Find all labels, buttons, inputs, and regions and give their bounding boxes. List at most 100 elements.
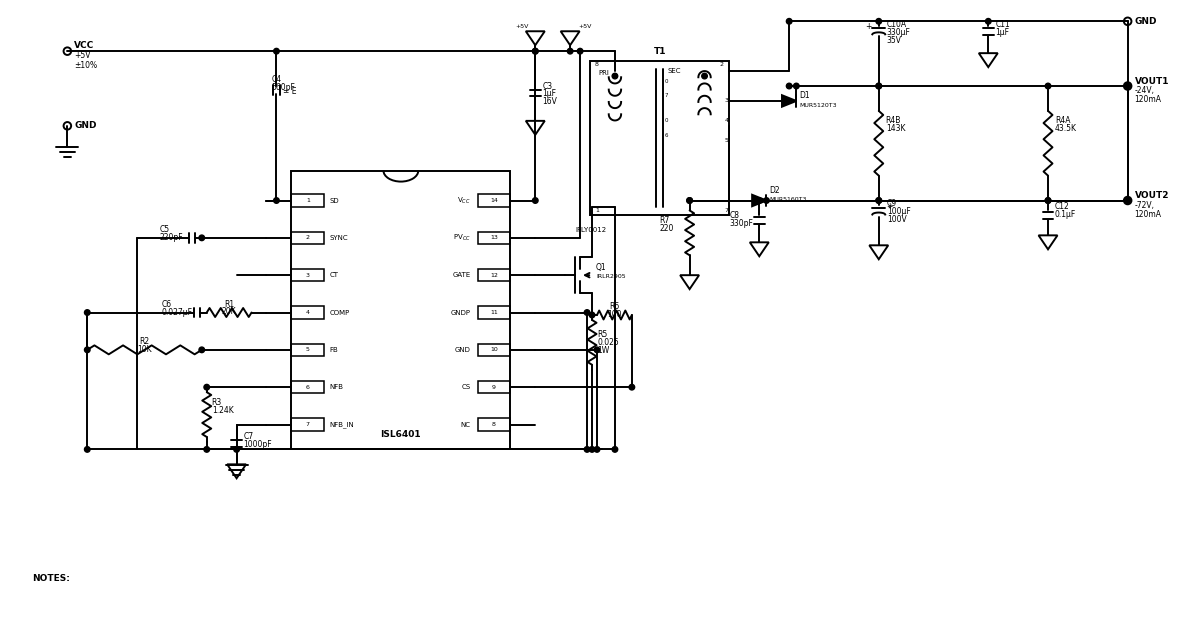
Text: 35V: 35V: [887, 36, 901, 45]
Text: +5V: +5V: [74, 50, 91, 60]
Circle shape: [533, 49, 538, 54]
Text: 1.24K: 1.24K: [211, 406, 234, 415]
Text: R4B: R4B: [886, 117, 901, 125]
Circle shape: [786, 18, 792, 24]
Circle shape: [876, 18, 882, 24]
Bar: [292, 194, 324, 207]
Circle shape: [84, 347, 90, 353]
Circle shape: [274, 49, 280, 54]
Text: 100: 100: [607, 310, 622, 319]
Text: Q1: Q1: [596, 263, 607, 272]
Bar: [478, 232, 510, 244]
Text: R6: R6: [610, 302, 619, 311]
Circle shape: [876, 198, 882, 203]
Text: T1: T1: [654, 47, 666, 55]
Text: CT: CT: [329, 272, 338, 278]
Text: C10A: C10A: [887, 20, 907, 29]
Circle shape: [1124, 83, 1130, 89]
Circle shape: [199, 347, 204, 353]
Text: C7: C7: [244, 432, 253, 441]
Circle shape: [568, 49, 572, 54]
Text: 4: 4: [725, 118, 728, 123]
Text: C9: C9: [887, 199, 896, 208]
Text: 0.027μF: 0.027μF: [162, 307, 193, 316]
Text: 100V: 100V: [887, 215, 906, 224]
Text: 7: 7: [306, 422, 310, 427]
Text: R2: R2: [139, 337, 150, 346]
Text: MUR5160T3: MUR5160T3: [769, 197, 806, 202]
Text: NFB: NFB: [329, 384, 343, 390]
Circle shape: [612, 73, 618, 79]
Text: 7: 7: [725, 208, 728, 213]
Text: R7: R7: [660, 216, 670, 225]
Circle shape: [84, 310, 90, 315]
Text: SYNC: SYNC: [329, 235, 348, 241]
Text: GATE: GATE: [452, 272, 470, 278]
Text: 12: 12: [490, 273, 498, 278]
Text: NOTES:: NOTES:: [32, 575, 71, 583]
Circle shape: [1045, 83, 1051, 89]
Bar: [478, 306, 510, 319]
Circle shape: [702, 73, 707, 79]
Circle shape: [204, 384, 210, 390]
Text: NFB_IN: NFB_IN: [329, 421, 354, 428]
Circle shape: [763, 198, 769, 203]
Text: 20K: 20K: [222, 307, 236, 316]
Text: NC: NC: [461, 421, 470, 428]
Circle shape: [577, 49, 583, 54]
Text: C8: C8: [730, 211, 739, 220]
Text: PV$_{CC}$: PV$_{CC}$: [452, 232, 470, 243]
Text: 1μF: 1μF: [542, 89, 557, 98]
Text: 143K: 143K: [886, 124, 905, 134]
Text: D2: D2: [769, 186, 780, 195]
Bar: [478, 344, 510, 356]
Circle shape: [876, 198, 882, 203]
Text: C5: C5: [160, 226, 170, 234]
Text: IFLY0012: IFLY0012: [575, 227, 606, 233]
Bar: [292, 381, 324, 393]
Text: R3: R3: [211, 398, 222, 406]
Text: C6: C6: [162, 299, 172, 309]
Circle shape: [533, 198, 538, 203]
Text: 330pF: 330pF: [730, 219, 754, 228]
Text: 120mA: 120mA: [1135, 210, 1162, 219]
Text: -72V,: -72V,: [1135, 201, 1154, 210]
Circle shape: [84, 447, 90, 452]
Text: 8: 8: [492, 422, 496, 427]
Text: 14: 14: [490, 198, 498, 203]
Circle shape: [985, 18, 991, 24]
Text: 9: 9: [492, 385, 496, 390]
Text: 1000pF: 1000pF: [244, 440, 272, 449]
Circle shape: [629, 384, 635, 390]
Circle shape: [204, 447, 210, 452]
Text: 8: 8: [595, 62, 599, 67]
Text: +5V: +5V: [515, 24, 529, 29]
Text: GNDP: GNDP: [450, 309, 470, 316]
Text: 2: 2: [720, 62, 724, 67]
Text: 13: 13: [490, 236, 498, 240]
Text: 10: 10: [490, 347, 498, 352]
Text: C3: C3: [542, 81, 552, 91]
Text: +: +: [887, 202, 893, 211]
Text: COMP: COMP: [329, 309, 349, 316]
Text: GND: GND: [455, 347, 470, 353]
Text: 7: 7: [665, 93, 668, 98]
Text: 0: 0: [665, 118, 668, 123]
Bar: [292, 232, 324, 244]
Text: 120mA: 120mA: [1135, 96, 1162, 105]
Circle shape: [686, 198, 692, 203]
Text: 1W: 1W: [598, 346, 610, 355]
Text: GND: GND: [74, 122, 97, 130]
Text: VCC: VCC: [74, 41, 95, 50]
Text: 0: 0: [665, 79, 668, 84]
Text: VOUT2: VOUT2: [1135, 191, 1169, 200]
Text: 330μF: 330μF: [887, 28, 911, 37]
Text: 5: 5: [306, 347, 310, 352]
Text: 220pF: 220pF: [160, 233, 184, 243]
Bar: [478, 381, 510, 393]
Bar: [292, 418, 324, 431]
Text: 6: 6: [306, 385, 310, 390]
Text: ±10%: ±10%: [74, 61, 97, 70]
Bar: [590, 61, 730, 215]
Text: +5V: +5V: [578, 24, 592, 29]
